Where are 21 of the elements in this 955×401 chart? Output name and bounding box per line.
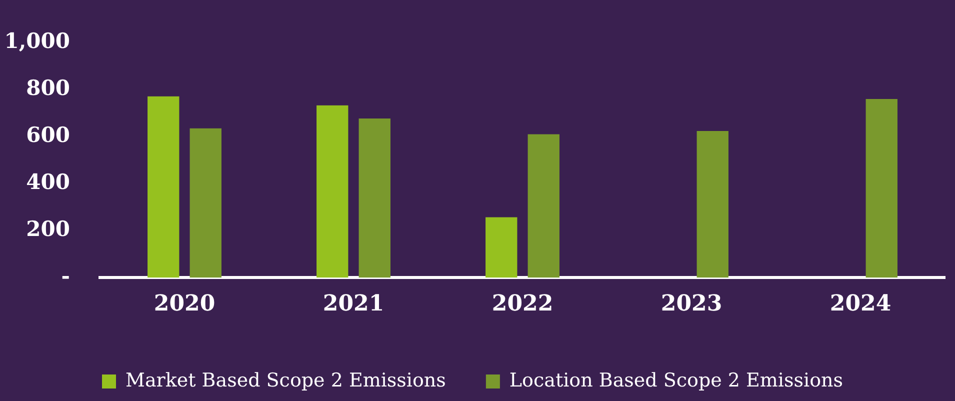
y-tick-label: 800 (26, 75, 70, 100)
bar (528, 134, 560, 278)
bar (316, 105, 348, 278)
legend-label: Market Based Scope 2 Emissions (126, 369, 446, 392)
x-tick-label: 2020 (154, 290, 216, 317)
y-tick-label: 1,000 (4, 28, 70, 54)
legend-label: Location Based Scope 2 Emissions (509, 369, 843, 392)
x-tick-label: 2021 (322, 290, 384, 317)
bar (866, 99, 898, 278)
y-tick-label: 600 (26, 122, 70, 148)
bar (486, 217, 518, 278)
y-tick-label: 400 (26, 169, 70, 194)
bar (190, 128, 222, 278)
bar (148, 96, 180, 278)
bar (696, 130, 728, 278)
y-tick-label: 200 (26, 216, 70, 242)
bar (358, 118, 390, 278)
x-tick-label: 2022 (492, 290, 554, 317)
x-tick-label: 2023 (660, 290, 722, 317)
x-tick-label: 2024 (830, 290, 892, 317)
y-tick-label: - (61, 263, 70, 288)
